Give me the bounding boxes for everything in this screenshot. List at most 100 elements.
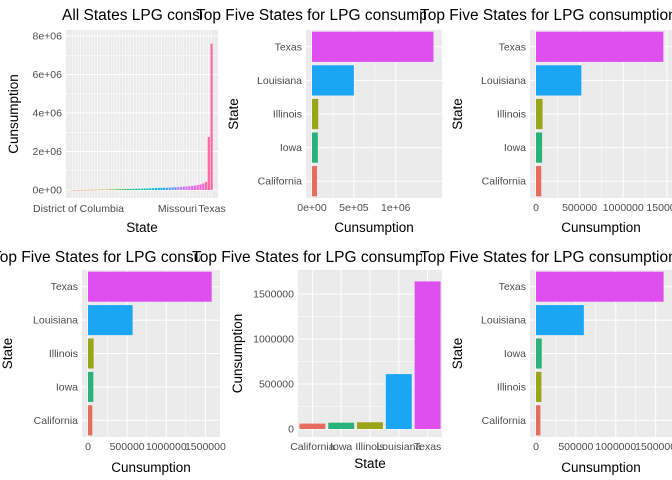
- bar: [121, 189, 124, 190]
- x-tick-label: Missouri: [158, 203, 197, 215]
- bar: [199, 184, 202, 190]
- bar: [140, 188, 144, 190]
- bar: [357, 422, 383, 429]
- y-axis-label: State: [450, 98, 465, 130]
- y-tick-label: 0: [288, 424, 294, 436]
- y-tick-label: Louisiana: [33, 315, 78, 327]
- y-tick-label: Iowa: [504, 348, 526, 360]
- y-tick-label: Illinois: [497, 381, 526, 393]
- chart-top-five-horizontal: 0e+00 5e+05 1e+06 California Iowa Illinois Lou…: [196, 7, 442, 235]
- bar: [414, 281, 441, 429]
- x-tick-label: 1500000: [646, 202, 672, 214]
- bar: [104, 189, 107, 191]
- bar: [177, 187, 180, 190]
- bar: [129, 188, 132, 190]
- x-tick-label: Illinois: [355, 441, 384, 453]
- bar: [76, 189, 80, 191]
- chart-title: Top Five States for LPG consumption: [192, 249, 449, 266]
- y-tick-label: 0e+00: [33, 185, 63, 197]
- chart-all-states: 0e+00 2e+06 4e+06 6e+06 8e+06 District of Col…: [6, 7, 255, 235]
- x-axis-label: State: [126, 220, 158, 235]
- title-group: Top Five States for LPG consumption: [196, 7, 426, 24]
- bar: [85, 189, 88, 191]
- y-tick-label: Louisiana: [481, 315, 526, 327]
- y-tick-label: California: [482, 415, 527, 427]
- y-tick-label: 4e+06: [33, 108, 63, 120]
- bar: [82, 189, 85, 191]
- bar: [74, 189, 77, 191]
- title-group: Top Five States for LPG consumption: [192, 249, 449, 266]
- x-tick-label: Iowa: [330, 441, 352, 453]
- y-axis-label: State: [0, 338, 15, 370]
- x-tick-label: 0e+00: [297, 202, 327, 214]
- y-axis-label: Cunsumption: [230, 314, 245, 394]
- bar: [143, 188, 146, 190]
- x-tick-label: 500000: [110, 441, 145, 453]
- x-axis-label: State: [354, 456, 386, 471]
- bar: [202, 183, 205, 190]
- bar: [88, 405, 93, 436]
- y-tick-label: Louisiana: [257, 75, 302, 87]
- title-group: Top Five States for LPG consumption: [420, 249, 672, 266]
- bar: [185, 186, 188, 190]
- bar: [312, 65, 354, 96]
- bar: [188, 186, 191, 190]
- bar: [135, 188, 138, 190]
- bar: [174, 187, 177, 190]
- bar: [536, 98, 543, 130]
- y-tick-label: 8e+06: [33, 31, 63, 43]
- bar: [107, 189, 110, 190]
- x-tick-label: Texas: [414, 441, 441, 453]
- bar: [312, 132, 318, 163]
- bar: [536, 405, 541, 436]
- bar: [90, 189, 93, 191]
- y-tick-label: Iowa: [504, 142, 526, 154]
- x-tick-label: 1500000: [185, 441, 226, 453]
- y-tick-label: 2e+06: [33, 146, 63, 158]
- x-tick-label: 500000: [558, 441, 593, 453]
- y-tick-label: Iowa: [56, 381, 78, 393]
- y-tick-label: California: [258, 176, 303, 188]
- bar: [118, 189, 121, 190]
- y-tick-label: Texas: [499, 41, 526, 53]
- bar: [126, 189, 130, 190]
- bar: [536, 31, 664, 62]
- y-tick-label: 500000: [259, 379, 294, 391]
- title-group: Top Five States for LPG consumption: [420, 7, 672, 24]
- x-tick-label: 5e+05: [339, 202, 369, 214]
- bar: [191, 185, 194, 190]
- bar: [79, 189, 82, 191]
- bar: [115, 189, 119, 190]
- y-tick-label: Illinois: [497, 109, 526, 121]
- bar: [93, 189, 96, 191]
- bar: [138, 188, 141, 190]
- bar: [149, 188, 152, 190]
- bar: [88, 189, 91, 191]
- bar: [536, 371, 542, 402]
- bar: [154, 188, 158, 190]
- x-tick-label: 500000: [562, 202, 597, 214]
- bar: [132, 188, 135, 190]
- x-tick-label: Texas: [198, 203, 225, 215]
- bar: [165, 187, 169, 190]
- bar: [88, 305, 133, 336]
- y-tick-label: Louisiana: [481, 75, 526, 87]
- bar: [99, 189, 102, 191]
- x-tick-label: 1500000: [635, 441, 672, 453]
- x-tick-label: California: [290, 441, 335, 453]
- x-axis-label: Cunsumption: [561, 220, 641, 235]
- x-tick-label: 1e+06: [381, 202, 411, 214]
- chart-title: All States LPG consumption: [62, 7, 255, 24]
- title-group: All States LPG consumption: [62, 7, 255, 24]
- y-tick-label: 1500000: [253, 289, 294, 301]
- y-tick-label: Illinois: [273, 109, 302, 121]
- bar: [536, 166, 542, 197]
- bar: [171, 187, 174, 190]
- bar: [88, 271, 212, 302]
- bar: [88, 371, 94, 402]
- bar: [182, 186, 185, 190]
- y-tick-label: Illinois: [49, 348, 78, 360]
- title-group: Top Five States for LPG consumption: [0, 249, 200, 266]
